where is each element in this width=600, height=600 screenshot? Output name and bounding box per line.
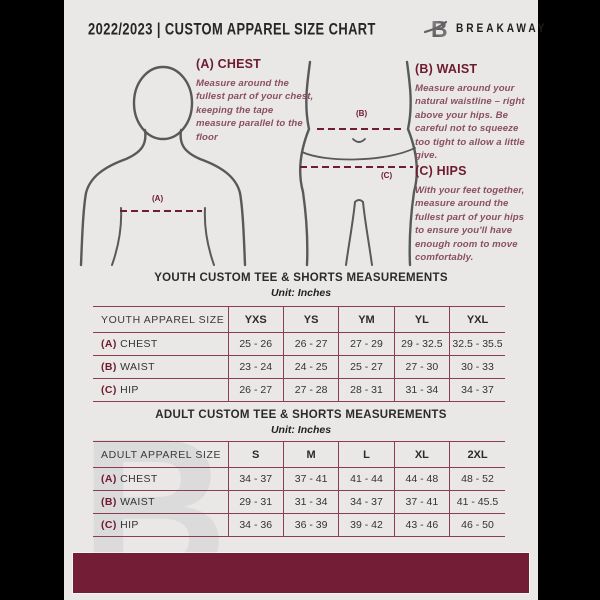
cell: 23 - 24 [227, 355, 284, 379]
chest-line-label: (A) [152, 194, 164, 203]
cell: 39 - 42 [338, 513, 395, 537]
adult-hip-row: (C) HIP 34 - 36 36 - 39 39 - 42 43 - 46 … [93, 513, 505, 537]
svg-text:B: B [431, 16, 448, 42]
waist-instruction: (B) WAIST Measure around your natural wa… [415, 62, 527, 163]
cell: 34 - 37 [338, 490, 395, 514]
waist-heading: (B) WAIST [415, 62, 478, 76]
row-key: (C) [101, 384, 117, 396]
youth-size-ym: YM [338, 306, 395, 333]
cell: 44 - 48 [393, 467, 450, 491]
row-name: WAIST [120, 496, 155, 508]
adult-size-m: M [282, 441, 339, 468]
adult-size-l: L [338, 441, 395, 468]
page-title: 2022/2023 | CUSTOM APPAREL SIZE CHART [88, 19, 376, 39]
youth-table-unit: Unit: Inches [270, 287, 332, 299]
cell: 36 - 39 [282, 513, 339, 537]
row-label: (C) HIP [93, 513, 228, 537]
body-outline-figures-icon [79, 60, 419, 267]
youth-chest-row: (A) CHEST 25 - 26 26 - 27 27 - 29 29 - 3… [93, 332, 505, 356]
cell: 46 - 50 [449, 513, 505, 537]
youth-size-col-header: YOUTH APPAREL SIZE [93, 306, 228, 333]
youth-size-table: YOUTH APPAREL SIZE YXS YS YM YL YXL (A) … [93, 306, 505, 402]
measurement-diagrams: (A) (B) (C) (A) CHEST Measure around the… [64, 50, 538, 272]
youth-header-row: YOUTH APPAREL SIZE YXS YS YM YL YXL [93, 306, 505, 333]
waist-text: Measure around your natural waistline – … [415, 83, 525, 162]
cell: 34 - 37 [227, 467, 284, 491]
adult-table-title: ADULT CUSTOM TEE & SHORTS MEASUREMENTS [155, 409, 447, 421]
footer-accent-bar [73, 553, 529, 593]
cell: 29 - 32.5 [393, 332, 450, 356]
row-label: (C) HIP [93, 378, 228, 402]
cell: 29 - 31 [227, 490, 284, 514]
cell: 25 - 27 [338, 355, 395, 379]
youth-table-title: YOUTH CUSTOM TEE & SHORTS MEASUREMENTS [154, 272, 448, 284]
row-name: HIP [120, 384, 139, 396]
row-key: (B) [101, 361, 117, 373]
row-name: CHEST [120, 473, 158, 485]
row-key: (C) [101, 519, 117, 531]
adult-table-unit: Unit: Inches [270, 424, 332, 436]
chest-text: Measure around the fullest part of your … [196, 78, 314, 143]
adult-size-s: S [227, 441, 284, 468]
cell: 31 - 34 [393, 378, 450, 402]
hips-line-label: (C) [381, 171, 393, 180]
hips-text: With your feet together, measure around … [415, 185, 525, 264]
chest-instruction: (A) CHEST Measure around the fullest par… [196, 57, 314, 144]
cell: 26 - 27 [282, 332, 339, 356]
cell: 27 - 30 [393, 355, 450, 379]
cell: 34 - 36 [227, 513, 284, 537]
youth-size-yxl: YXL [449, 306, 505, 333]
cell: 24 - 25 [282, 355, 339, 379]
row-name: WAIST [120, 361, 155, 373]
row-label: (A) CHEST [93, 332, 228, 356]
adult-size-xl: XL [393, 441, 450, 468]
adult-waist-row: (B) WAIST 29 - 31 31 - 34 34 - 37 37 - 4… [93, 490, 505, 514]
cell: 26 - 27 [227, 378, 284, 402]
cell: 41 - 45.5 [449, 490, 505, 514]
youth-size-yl: YL [393, 306, 450, 333]
youth-hip-row: (C) HIP 26 - 27 27 - 28 28 - 31 31 - 34 … [93, 378, 505, 402]
cell: 28 - 31 [338, 378, 395, 402]
cell: 30 - 33 [449, 355, 505, 379]
row-key: (A) [101, 338, 117, 350]
hips-instruction: (C) HIPS With your feet together, measur… [415, 164, 529, 265]
waist-line-label: (B) [356, 109, 368, 118]
row-key: (B) [101, 496, 117, 508]
breakaway-logo-icon: B [423, 16, 448, 42]
row-label: (B) WAIST [93, 355, 228, 379]
row-key: (A) [101, 473, 117, 485]
cell: 25 - 26 [227, 332, 284, 356]
cell: 27 - 29 [338, 332, 395, 356]
cell: 27 - 28 [282, 378, 339, 402]
cell: 37 - 41 [393, 490, 450, 514]
brand-name: BREAKAWAY [455, 22, 548, 36]
adult-size-table: ADULT APPAREL SIZE S M L XL 2XL (A) CHES… [93, 441, 505, 537]
adult-size-2xl: 2XL [449, 441, 505, 468]
cell: 37 - 41 [282, 467, 339, 491]
row-label: (B) WAIST [93, 490, 228, 514]
cell: 31 - 34 [282, 490, 339, 514]
brand-lockup: B BREAKAWAY [423, 16, 555, 42]
hips-heading: (C) HIPS [415, 164, 467, 178]
cell: 48 - 52 [449, 467, 505, 491]
cell: 41 - 44 [338, 467, 395, 491]
youth-size-ys: YS [282, 306, 339, 333]
row-name: HIP [120, 519, 139, 531]
adult-chest-row: (A) CHEST 34 - 37 37 - 41 41 - 44 44 - 4… [93, 467, 505, 491]
cell: 43 - 46 [393, 513, 450, 537]
row-name: CHEST [120, 338, 158, 350]
row-label: (A) CHEST [93, 467, 228, 491]
page-header: 2022/2023 | CUSTOM APPAREL SIZE CHART B … [88, 16, 544, 42]
cell: 32.5 - 35.5 [449, 332, 505, 356]
chest-heading: (A) CHEST [196, 57, 261, 71]
size-chart-page: B 2022/2023 | CUSTOM APPAREL SIZE CHART … [64, 0, 544, 600]
adult-header-row: ADULT APPAREL SIZE S M L XL 2XL [93, 441, 505, 468]
cell: 34 - 37 [449, 378, 505, 402]
youth-waist-row: (B) WAIST 23 - 24 24 - 25 25 - 27 27 - 3… [93, 355, 505, 379]
adult-size-col-header: ADULT APPAREL SIZE [93, 441, 228, 468]
youth-size-yxs: YXS [227, 306, 284, 333]
